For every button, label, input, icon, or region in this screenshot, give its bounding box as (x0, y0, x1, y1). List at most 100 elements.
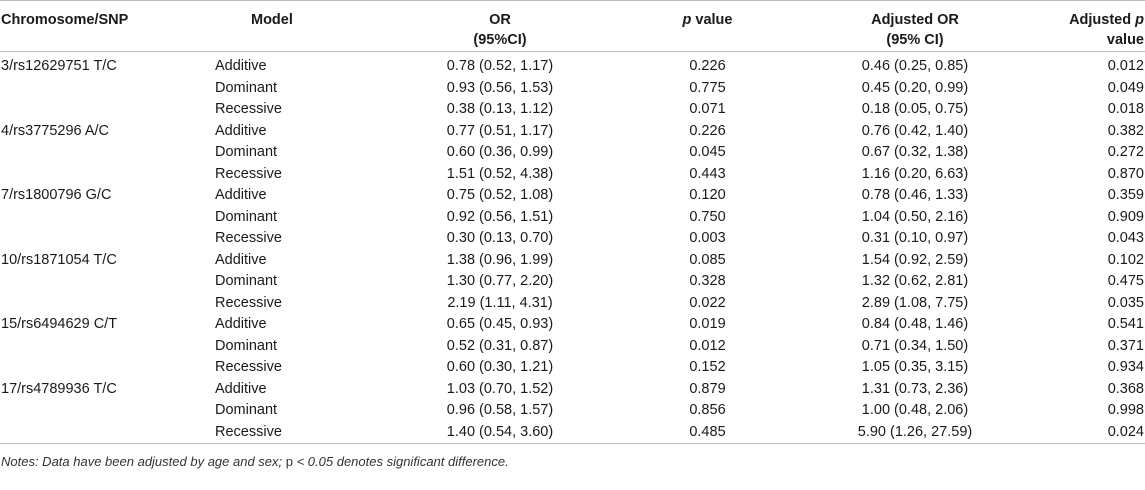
header-or-line2: (95%CI) (473, 32, 527, 48)
cell-adjusted-or: 1.05 (0.35, 3.15) (861, 359, 969, 375)
cell-p-value: 0.226 (689, 58, 726, 74)
cell-adjusted-or: 0.31 (0.10, 0.97) (861, 230, 969, 246)
cell-p-value: 0.485 (620, 421, 795, 444)
cell-or: 0.78 (0.52, 1.17) (446, 58, 554, 74)
cell-or: 0.38 (0.13, 1.12) (446, 101, 554, 117)
header-row: Chromosome/SNP Model OR (95%CI) p value … (0, 0, 1145, 52)
cell-adjusted-p: 0.012 (1107, 58, 1144, 74)
cell-or: 1.40 (0.54, 3.60) (380, 421, 620, 444)
cell-adjusted-p: 0.371 (1107, 337, 1144, 354)
table-row: Recessive 0.30 (0.13, 0.70) 0.003 0.31 (0.1… (0, 228, 1145, 250)
header-p-italic: p (682, 12, 692, 28)
cell-model: Dominant (215, 208, 278, 225)
table-row: 7/rs1800796 G/C Additive 0.75 (0.52, 1.08)… (0, 185, 1145, 207)
snp-association-table: Chromosome/SNP Model OR (95%CI) p value … (0, 0, 1145, 444)
header-chromosome-snp: Chromosome/SNP (0, 1, 215, 52)
cell-or: 0.52 (0.31, 0.87) (446, 337, 554, 354)
cell-chromosome-snp: 10/rs1871054 T/C (1, 251, 117, 268)
cell-model: Recessive (215, 421, 380, 444)
cell-model: Recessive (215, 230, 282, 246)
cell-chromosome-snp: 3/rs12629751 T/C (1, 58, 117, 74)
cell-p-value: 0.071 (689, 101, 726, 117)
table-row: Recessive 1.51 (0.52, 4.38) 0.443 1.16 (0.2… (0, 164, 1145, 186)
cell-chromosome-snp: 17/rs4789936 T/C (1, 380, 117, 397)
cell-model: Dominant (215, 144, 278, 160)
cell-or: 0.60 (0.36, 0.99) (446, 144, 554, 160)
table-row: 3/rs12629751 T/C Additive 0.78 (0.52, 1.17… (0, 56, 1145, 78)
header-adjusted-or: Adjusted OR (95% CI) (795, 1, 1035, 52)
cell-chromosome-snp (0, 142, 215, 164)
cell-model: Recessive (215, 294, 282, 311)
cell-p-value: 0.022 (689, 294, 726, 311)
cell-model: Dominant (215, 337, 278, 354)
cell-adjusted-or: 1.16 (0.20, 6.63) (861, 165, 969, 182)
cell-chromosome-snp (0, 336, 215, 358)
table-row: Dominant 0.92 (0.56, 1.51) 0.750 1.04 (0.50… (0, 207, 1145, 229)
cell-adjusted-or: 0.45 (0.20, 0.99) (861, 79, 969, 96)
header-chromosome-snp-text: Chromosome/SNP (1, 12, 129, 28)
cell-adjusted-or: 1.04 (0.50, 2.16) (861, 208, 969, 225)
cell-model: Dominant (215, 79, 278, 96)
cell-or: 0.92 (0.56, 1.51) (446, 208, 554, 225)
cell-or: 1.03 (0.70, 1.52) (446, 380, 554, 397)
header-p-rest: value (691, 12, 733, 28)
cell-or: 0.77 (0.51, 1.17) (446, 122, 554, 139)
results-table-container: Chromosome/SNP Model OR (95%CI) p value … (0, 0, 1145, 469)
cell-adjusted-p: 0.475 (1107, 273, 1144, 289)
cell-p-value: 0.856 (689, 402, 726, 418)
cell-or: 0.30 (0.13, 0.70) (446, 230, 554, 246)
cell-adjusted-p: 0.102 (1107, 251, 1144, 268)
table-row: Recessive 2.19 (1.11, 4.31) 0.022 2.89 (1.0… (0, 293, 1145, 315)
cell-chromosome-snp: 4/rs3775296 A/C (1, 122, 110, 139)
cell-adjusted-or: 0.71 (0.34, 1.50) (861, 337, 969, 354)
cell-p-value: 0.775 (689, 79, 726, 96)
table-row: Recessive 0.38 (0.13, 1.12) 0.071 0.18 (0.0… (0, 99, 1145, 121)
cell-or: 0.96 (0.58, 1.57) (446, 402, 554, 418)
cell-adjusted-or: 0.18 (0.05, 0.75) (861, 101, 969, 117)
cell-p-value: 0.879 (689, 380, 726, 397)
cell-adjusted-p: 0.909 (1107, 208, 1144, 225)
cell-or: 0.75 (0.52, 1.08) (446, 187, 554, 203)
cell-p-value: 0.012 (689, 337, 726, 354)
cell-model: Recessive (215, 359, 282, 375)
header-p-value: p value (620, 1, 795, 52)
header-model: Model (215, 1, 380, 52)
cell-chromosome-snp (0, 357, 215, 379)
cell-adjusted-p: 0.870 (1107, 165, 1144, 182)
cell-or: 0.65 (0.45, 0.93) (446, 316, 554, 332)
cell-model: Additive (215, 58, 267, 74)
cell-p-value: 0.085 (689, 251, 726, 268)
cell-model: Additive (215, 316, 267, 332)
cell-adjusted-or: 1.54 (0.92, 2.59) (861, 251, 969, 268)
cell-adjusted-or: 0.78 (0.46, 1.33) (861, 187, 969, 203)
cell-adjusted-p: 0.024 (1035, 421, 1145, 444)
cell-adjusted-or: 5.90 (1.26, 27.59) (795, 421, 1035, 444)
cell-or: 2.19 (1.11, 4.31) (447, 294, 553, 311)
cell-p-value: 0.328 (689, 273, 726, 289)
header-adjusted-p-line2: value (1106, 32, 1144, 48)
table-header: Chromosome/SNP Model OR (95%CI) p value … (0, 0, 1145, 52)
cell-model: Additive (215, 251, 267, 268)
cell-chromosome-snp (0, 421, 215, 444)
cell-model: Recessive (215, 101, 282, 117)
cell-model: Dominant (215, 402, 278, 418)
cell-chromosome-snp (0, 400, 215, 422)
cell-p-value: 0.750 (689, 208, 726, 225)
cell-chromosome-snp: 7/rs1800796 G/C (1, 187, 112, 203)
header-adjusted-p-italic: p (1135, 12, 1144, 28)
cell-chromosome-snp (0, 293, 215, 315)
cell-adjusted-or: 1.31 (0.73, 2.36) (861, 380, 969, 397)
notes-suffix: < 0.05 denotes significant difference. (292, 454, 509, 469)
cell-p-value: 0.443 (689, 165, 726, 182)
cell-or: 1.30 (0.77, 2.20) (446, 273, 554, 289)
cell-adjusted-p: 0.541 (1107, 316, 1144, 332)
cell-p-value: 0.045 (689, 144, 726, 160)
cell-adjusted-or: 1.00 (0.48, 2.06) (861, 402, 969, 418)
cell-chromosome-snp (0, 78, 215, 100)
cell-adjusted-p: 0.272 (1107, 144, 1144, 160)
header-adjusted-or-line1: Adjusted OR (871, 12, 959, 28)
header-adjusted-or-line2: (95% CI) (886, 32, 944, 48)
cell-model: Additive (215, 187, 267, 203)
table-row: 17/rs4789936 T/C Additive 1.03 (0.70, 1.52… (0, 379, 1145, 401)
cell-p-value: 0.003 (689, 230, 726, 246)
